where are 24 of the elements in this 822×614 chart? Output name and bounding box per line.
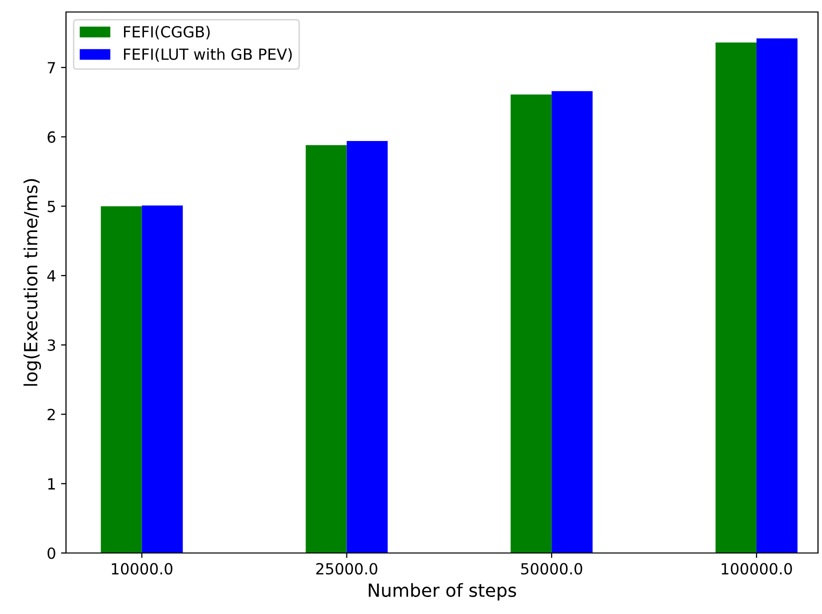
y-tick-label: 2 (48, 408, 55, 420)
bar (142, 206, 183, 553)
y-tick-label: 1 (48, 478, 55, 490)
x-tick-label: 10000.0 (112, 562, 172, 575)
bar (756, 38, 798, 553)
x-axis-title: Number of steps (368, 583, 516, 601)
legend-label: FEFI(CGGB) (124, 26, 210, 40)
bar (510, 94, 552, 553)
bar (306, 145, 347, 553)
x-tick-label: 25000.0 (316, 562, 378, 575)
bar (346, 141, 388, 553)
y-tick-label: 0 (48, 547, 56, 560)
y-tick-label: 4 (47, 270, 56, 282)
y-axis-title: log(Execution time/ms) (24, 179, 41, 386)
y-tick-label: 5 (48, 200, 55, 212)
x-tick-label: 100000.0 (722, 562, 792, 575)
legend-label: FEFI(LUT with GB PEV) (124, 48, 292, 62)
x-tick-label: 50000.0 (521, 562, 582, 575)
y-tick-label: 6 (48, 131, 56, 143)
y-tick-label: 3 (48, 339, 56, 351)
bar (552, 91, 593, 553)
bar (100, 206, 142, 553)
y-tick-label: 7 (48, 62, 55, 74)
bar (716, 42, 757, 553)
